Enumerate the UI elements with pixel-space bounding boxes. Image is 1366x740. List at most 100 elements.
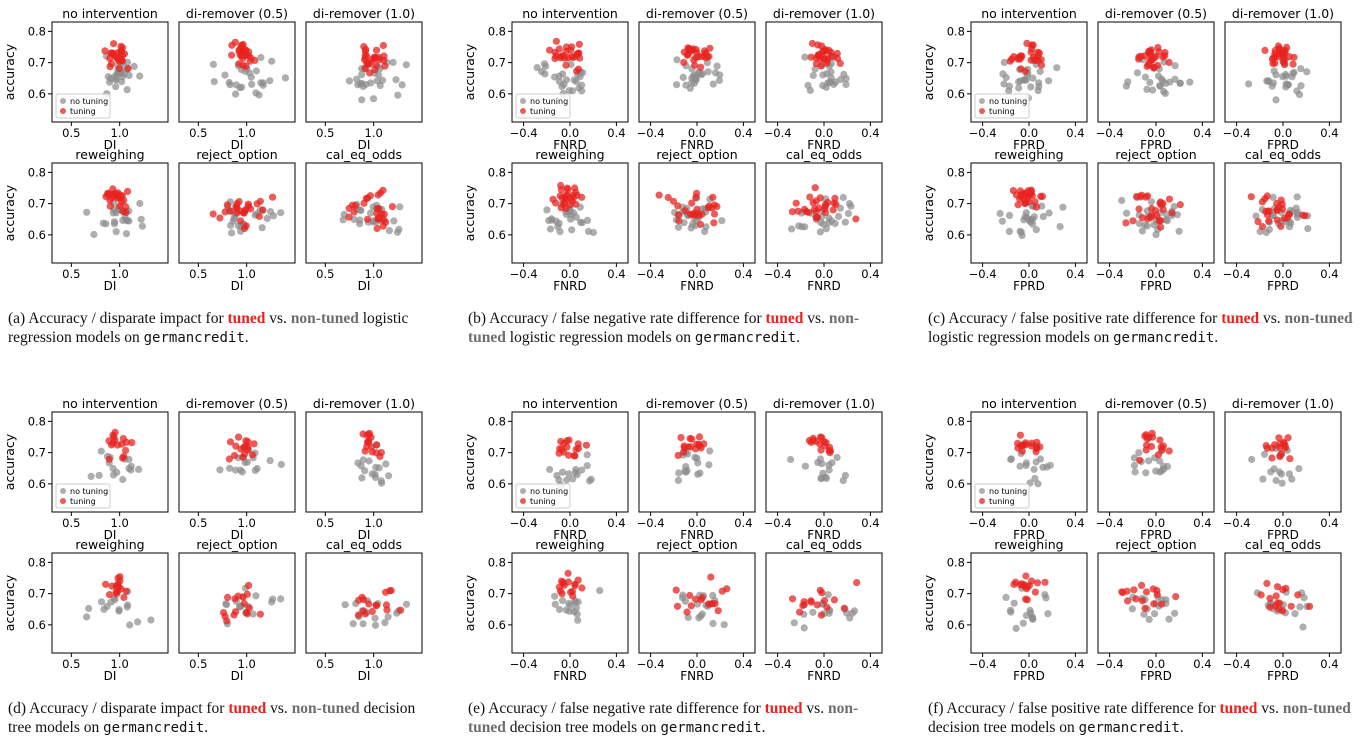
point-tuning: [1142, 588, 1151, 596]
point-no-tuning: [1016, 77, 1025, 85]
point-no-tuning: [847, 202, 855, 210]
point-tuning: [120, 50, 129, 58]
point-tuning: [799, 601, 807, 610]
point-tuning: [1135, 53, 1143, 61]
point-tuning: [817, 611, 826, 619]
point-no-tuning: [221, 71, 229, 79]
point-tuning: [816, 586, 824, 594]
panel-d-reject-option: reject_option 0.5 1.0DI: [178, 537, 296, 683]
y-tick-label: 0.7: [28, 197, 46, 211]
point-tuning: [231, 595, 239, 603]
x-tick-label: 0.0: [1147, 126, 1165, 140]
x-tick-label: 0.5: [316, 267, 334, 281]
point-no-tuning: [1145, 457, 1153, 465]
point-tuning: [1294, 591, 1302, 599]
point-no-tuning: [229, 217, 237, 225]
point-tuning: [813, 213, 822, 221]
point-tuning: [388, 203, 396, 211]
panel-title: cal_eq_odds: [326, 147, 402, 162]
point-no-tuning: [1296, 603, 1304, 611]
panel-b-cal-eq-odds: cal_eq_odds −0.4 0.0 0.4 FNRD: [764, 147, 883, 293]
point-tuning: [1286, 455, 1294, 463]
point-no-tuning: [243, 458, 251, 466]
point-tuning: [231, 38, 239, 46]
panel-title: di-remover (0.5): [646, 396, 748, 411]
x-tick-label: 0.5: [189, 267, 207, 281]
panel-title: no intervention: [62, 396, 158, 411]
x-tick-label: 1.0: [238, 267, 256, 281]
x-tick-label: 0.0: [561, 657, 579, 671]
legend-label-no-tuning: no tuning: [530, 97, 568, 106]
point-no-tuning: [1028, 614, 1037, 622]
point-tuning: [686, 591, 694, 600]
point-tuning: [379, 186, 387, 194]
x-tick-label: 0.0: [561, 267, 579, 281]
panel-title: reweighing: [75, 537, 144, 552]
point-tuning: [1149, 433, 1157, 441]
point-no-tuning: [138, 222, 146, 230]
point-tuning: [568, 53, 576, 61]
point-tuning: [578, 193, 586, 201]
point-tuning: [1158, 445, 1166, 453]
legend-label-no-tuning: no tuning: [70, 487, 108, 496]
panel-title: no intervention: [981, 396, 1077, 411]
x-tick-label: 1.0: [365, 126, 383, 140]
x-tick-label: 0.0: [1020, 516, 1038, 530]
y-tick-label: 0.7: [947, 56, 965, 70]
x-tick-label: 0.0: [1147, 267, 1165, 281]
x-tick-label: 0.0: [815, 657, 833, 671]
point-no-tuning: [1128, 605, 1136, 613]
point-tuning: [1041, 578, 1049, 586]
legend-label-tuning: tuning: [989, 497, 1015, 506]
point-tuning: [114, 580, 122, 588]
point-tuning: [226, 438, 235, 446]
point-tuning: [1275, 599, 1284, 607]
point-tuning: [680, 58, 688, 66]
point-no-tuning: [356, 216, 364, 224]
point-no-tuning: [216, 466, 224, 474]
legend-marker-no-tuning: [979, 488, 985, 494]
point-tuning: [824, 198, 832, 207]
point-tuning: [345, 213, 353, 221]
point-tuning: [794, 207, 802, 215]
x-tick-label: 0.0: [1274, 516, 1292, 530]
point-no-tuning: [257, 53, 265, 62]
point-tuning: [690, 56, 698, 64]
point-tuning: [1290, 53, 1298, 61]
point-tuning: [1123, 587, 1131, 595]
y-axis-label: accuracy: [921, 574, 936, 631]
panel-frame: [51, 162, 169, 264]
point-tuning: [1157, 201, 1165, 209]
point-no-tuning: [1160, 87, 1168, 96]
point-no-tuning: [365, 457, 373, 465]
point-no-tuning: [819, 81, 827, 90]
point-no-tuning: [126, 621, 134, 629]
y-tick-label: 0.8: [28, 414, 46, 428]
point-no-tuning: [788, 225, 796, 233]
point-tuning: [242, 51, 250, 59]
point-no-tuning: [578, 81, 586, 89]
point-no-tuning: [395, 225, 403, 233]
x-tick-label: 1.0: [111, 657, 129, 671]
point-no-tuning: [118, 73, 127, 81]
point-no-tuning: [119, 475, 127, 484]
point-no-tuning: [839, 477, 847, 485]
point-no-tuning: [1006, 606, 1015, 615]
panel-title: no intervention: [522, 396, 618, 411]
point-no-tuning: [674, 476, 683, 484]
point-no-tuning: [339, 216, 347, 224]
y-tick-label: 0.6: [28, 228, 46, 242]
point-tuning: [1268, 454, 1276, 462]
panel-e-di-remover-1-0-: di-remover (1.0) −0.4 0.0 0.4 FNRD: [764, 396, 883, 542]
x-tick-label: −0.4: [1096, 126, 1124, 140]
x-tick-label: 0.0: [1020, 657, 1038, 671]
x-axis-label: DI: [358, 279, 371, 293]
point-no-tuning: [809, 71, 817, 80]
point-tuning: [118, 440, 126, 448]
caption-e: (e) Accuracy / false negative rate diffe…: [468, 700, 859, 736]
point-tuning: [375, 53, 383, 62]
panel-d-reweighing: reweighing 0.6 0.7 0.8 accuracy 0.5 1.0DI: [2, 537, 169, 683]
point-no-tuning: [706, 447, 714, 455]
y-tick-label: 0.6: [947, 477, 965, 491]
